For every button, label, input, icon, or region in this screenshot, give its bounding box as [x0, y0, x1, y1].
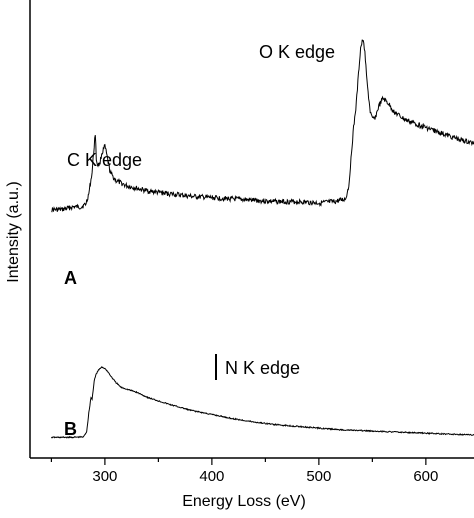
- series-layer: [50, 39, 474, 439]
- x-tick-label: 300: [92, 468, 117, 485]
- series-line-B: [50, 366, 474, 439]
- series-a-label: A: [64, 268, 77, 288]
- x-tick-label: 500: [306, 468, 331, 485]
- annotation-n-k-edge: N K edge: [225, 358, 300, 378]
- axes: 300 400 500 600: [29, 0, 474, 485]
- x-tick-label: 400: [199, 468, 224, 485]
- y-axis-label: Intensity (a.u.): [5, 181, 22, 282]
- series-line-A: [51, 39, 474, 213]
- labels: Energy Loss (eV) Intensity (a.u.) C K ed…: [5, 42, 335, 510]
- annotation-o-k-edge: O K edge: [259, 42, 335, 62]
- annotation-c-k-edge: C K edge: [67, 150, 142, 170]
- x-tick-label: 600: [413, 468, 438, 485]
- x-axis-label: Energy Loss (eV): [182, 493, 306, 510]
- series-b-label: B: [64, 419, 77, 439]
